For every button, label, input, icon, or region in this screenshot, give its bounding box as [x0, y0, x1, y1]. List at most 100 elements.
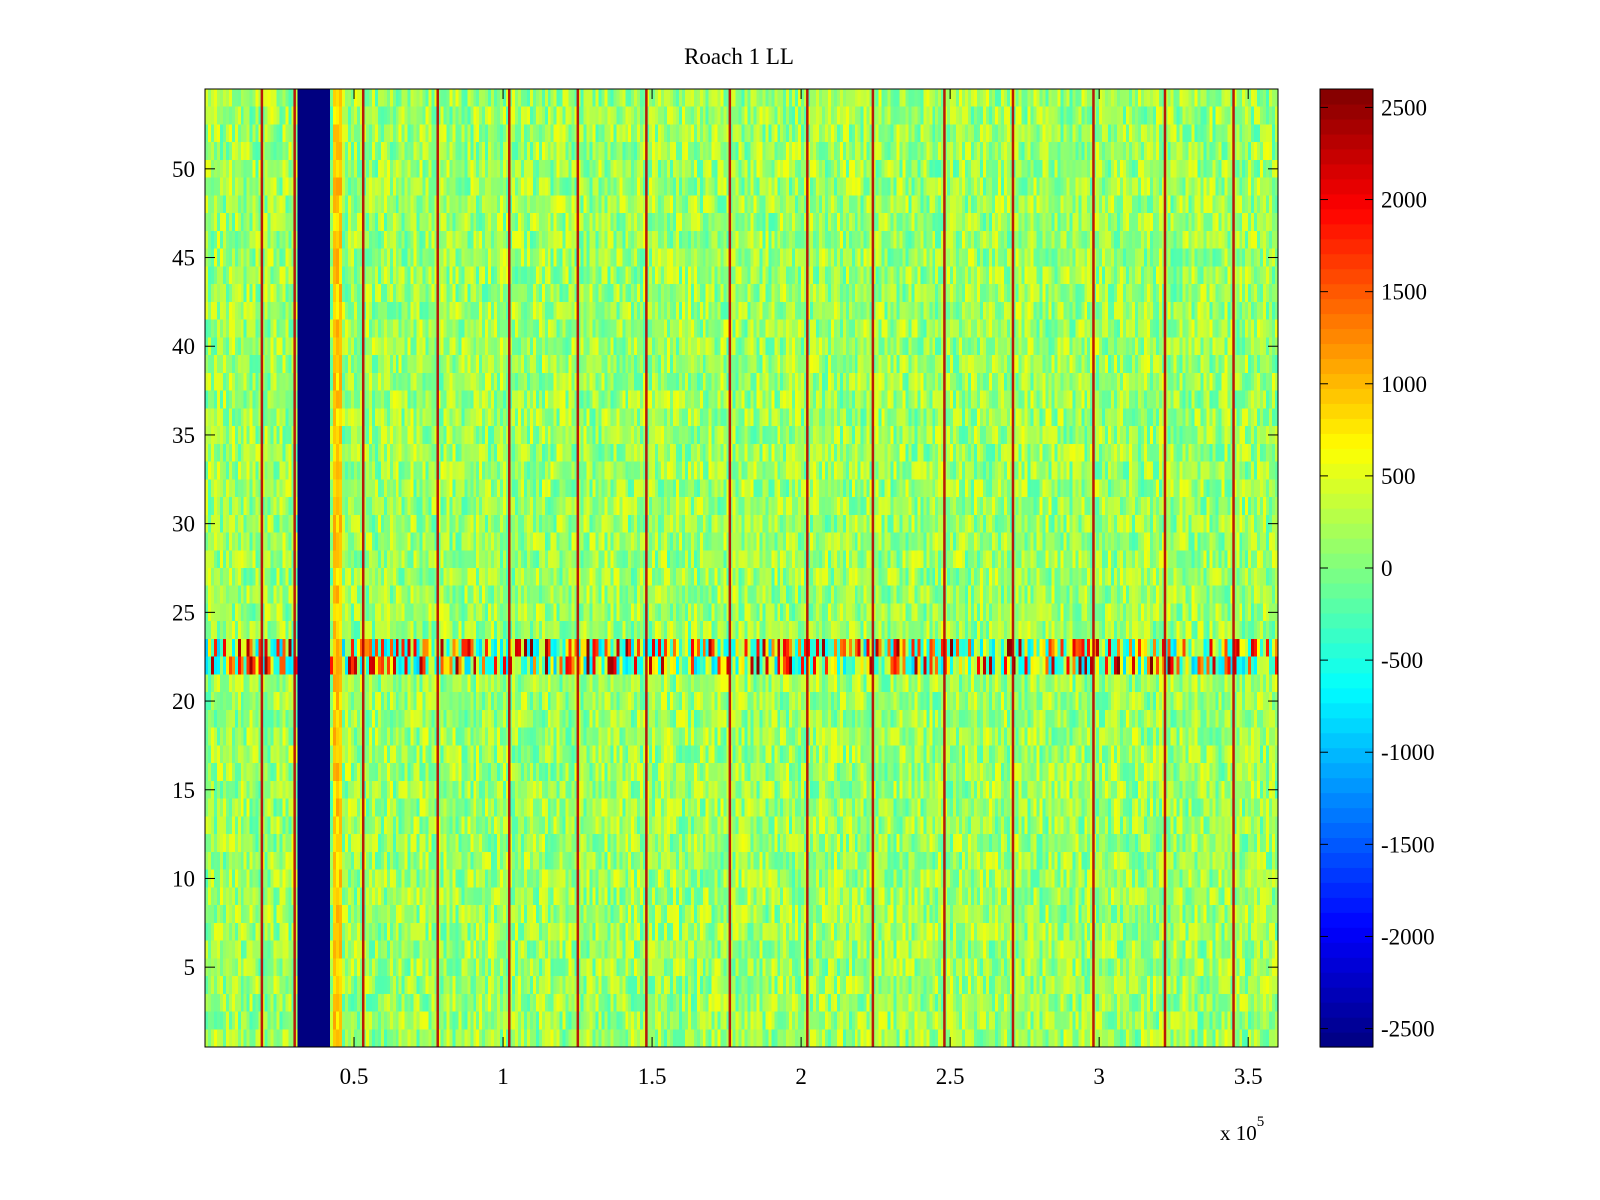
colorbar-step [1320, 538, 1373, 554]
colorbar-tick-label: -2000 [1381, 924, 1435, 949]
colorbar-step [1320, 388, 1373, 404]
spike-line [943, 89, 946, 1047]
x-tick-label: 3.5 [1234, 1064, 1263, 1089]
colorbar-step [1320, 343, 1373, 360]
colorbar-step [1320, 657, 1373, 674]
colorbar-step [1320, 627, 1373, 644]
colorbar-step [1320, 478, 1373, 494]
colorbar-step [1320, 328, 1373, 345]
colorbar-step [1320, 253, 1373, 270]
heatmap-area [205, 89, 1278, 1047]
colorbar-step [1320, 178, 1373, 195]
colorbar-step [1320, 747, 1373, 764]
spike-line [576, 89, 580, 1047]
colorbar-step [1320, 912, 1373, 928]
y-tick-label: 10 [172, 866, 195, 891]
colorbar-step [1320, 433, 1373, 449]
colorbar-step [1320, 103, 1373, 120]
colorbar-step [1320, 523, 1373, 539]
colorbar-step [1320, 642, 1373, 659]
y-tick-label: 35 [172, 423, 195, 448]
x-tick-label: 1 [497, 1064, 509, 1089]
colorbar-tick-label: 1000 [1381, 372, 1427, 397]
colorbar-step [1320, 957, 1373, 973]
colorbar-step [1320, 852, 1373, 868]
x-axis-multiplier-base: x 10 [1220, 1121, 1257, 1145]
x-tick-label: 2.5 [936, 1064, 965, 1089]
colorbar-step [1320, 762, 1373, 779]
colorbar-tick-label: 500 [1381, 464, 1416, 489]
colorbar-step [1320, 373, 1373, 389]
spike-line [645, 89, 648, 1047]
x-axis-multiplier: x 105 [1220, 1114, 1264, 1145]
colorbar-step [1320, 448, 1373, 464]
colorbar-step [1320, 493, 1373, 509]
colorbar-step [1320, 118, 1373, 135]
colorbar-step [1320, 792, 1373, 809]
chart-title: Roach 1 LL [684, 44, 794, 69]
colorbar-step [1320, 702, 1373, 719]
x-tick-label: 3 [1093, 1064, 1105, 1089]
colorbar-step [1320, 1017, 1373, 1033]
spike-line [806, 89, 809, 1047]
spike-line [1163, 89, 1167, 1047]
y-tick-label: 15 [172, 778, 195, 803]
colorbar-tick-label: -2500 [1381, 1017, 1435, 1042]
colorbar-tick-label: 1500 [1381, 280, 1427, 305]
spike-line [293, 89, 296, 1047]
x-axis: 0.5 1 1.5 2 2.5 3 3.5 [340, 89, 1263, 1089]
colorbar-step [1320, 148, 1373, 165]
colorbar-step [1320, 193, 1373, 210]
colorbar-step [1320, 672, 1373, 689]
x-tick-label: 2 [795, 1064, 807, 1089]
colorbar-step [1320, 163, 1373, 180]
colorbar [1320, 89, 1373, 1048]
colorbar-step [1320, 927, 1373, 943]
colorbar-step [1320, 313, 1373, 330]
colorbar-step [1320, 89, 1373, 105]
colorbar-axis: 2500 2000 1500 1000 500 0 -500 -1000 -1500 -2000 -… [1320, 95, 1435, 1042]
colorbar-step [1320, 238, 1373, 255]
colorbar-step [1320, 972, 1373, 988]
colorbar-step [1320, 822, 1373, 839]
colorbar-tick-label: -1000 [1381, 740, 1435, 765]
y-tick-label: 40 [172, 334, 195, 359]
plot-frame [204, 88, 1279, 1048]
colorbar-step [1320, 133, 1373, 150]
colorbar-step [1320, 882, 1373, 898]
spike-line [361, 89, 365, 1047]
colorbar-tick-label: 2500 [1381, 95, 1427, 120]
colorbar-tick-label: 2000 [1381, 188, 1427, 213]
colorbar-step [1320, 837, 1373, 854]
y-tick-label: 45 [172, 246, 195, 271]
y-tick-label: 25 [172, 600, 195, 625]
x-tick-label: 0.5 [340, 1064, 369, 1089]
spike-line [1011, 89, 1015, 1047]
colorbar-step [1320, 1002, 1373, 1018]
colorbar-step [1320, 283, 1373, 300]
colorbar-step [1320, 208, 1373, 225]
spike-line [508, 89, 511, 1047]
colorbar-step [1320, 568, 1373, 584]
colorbar-tick-label: 0 [1381, 556, 1393, 581]
colorbar-step [1320, 777, 1373, 794]
colorbar-step [1320, 418, 1373, 434]
spike-line [436, 89, 439, 1047]
colorbar-step [1320, 553, 1373, 569]
colorbar-step [1320, 582, 1373, 599]
x-axis-multiplier-exponent: 5 [1257, 1114, 1265, 1130]
colorbar-step [1320, 732, 1373, 749]
colorbar-step [1320, 223, 1373, 240]
y-tick-label: 5 [184, 955, 196, 980]
colorbar-step [1320, 508, 1373, 524]
colorbar-step [1320, 298, 1373, 315]
spike-line [1232, 89, 1235, 1047]
colorbar-tick-label: -1500 [1381, 832, 1435, 857]
x-tick-label: 1.5 [638, 1064, 667, 1089]
colorbar-step [1320, 987, 1373, 1003]
colorbar-step [1320, 942, 1373, 958]
spike-line [1092, 89, 1095, 1047]
heatmap-image [205, 89, 1278, 1047]
y-tick-label: 30 [172, 512, 195, 537]
